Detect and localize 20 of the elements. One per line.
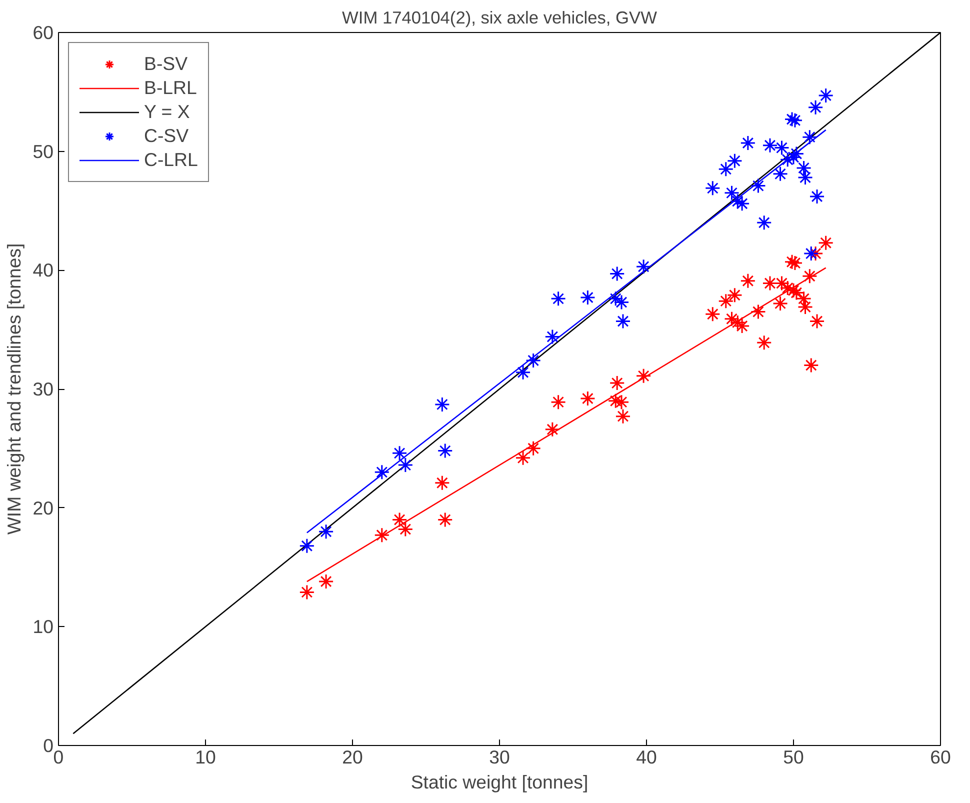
x-tick-label: 30 xyxy=(489,746,510,768)
x-tick-label: 60 xyxy=(930,746,951,768)
legend-label: B-LRL xyxy=(144,77,197,99)
y-tick-label: 30 xyxy=(32,378,54,400)
x-axis-title: Static weight [tonnes] xyxy=(410,772,588,792)
y-tick-label: 50 xyxy=(32,140,54,162)
x-tick-label: 10 xyxy=(195,746,216,768)
y-tick-label: 40 xyxy=(32,260,54,281)
y-tick-label: 10 xyxy=(32,616,54,638)
legend-label: B-SV xyxy=(144,53,188,75)
y-tick-label: 20 xyxy=(32,497,54,518)
legend-label: C-SV xyxy=(144,125,189,147)
y-tick-label: 60 xyxy=(32,22,54,43)
y-axis-title: WIM weight and trendlines [tonnes] xyxy=(4,243,25,535)
x-tick-label: 20 xyxy=(342,746,363,768)
x-tick-label: 50 xyxy=(783,746,804,768)
legend-label: Y = X xyxy=(144,101,190,123)
legend-label: C-LRL xyxy=(144,149,198,171)
x-tick-label: 40 xyxy=(636,746,657,768)
chart-title: WIM 1740104(2), six axle vehicles, GVW xyxy=(342,8,658,28)
